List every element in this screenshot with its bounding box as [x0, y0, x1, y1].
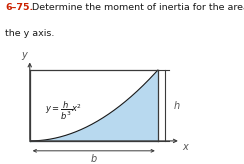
Text: Determine the moment of inertia for the area about: Determine the moment of inertia for the … — [32, 3, 244, 12]
Text: h: h — [174, 101, 180, 111]
Text: $y = \dfrac{h}{b^3}x^2$: $y = \dfrac{h}{b^3}x^2$ — [45, 100, 82, 122]
Text: the y axis.: the y axis. — [5, 29, 54, 38]
Text: 6–75.: 6–75. — [5, 3, 33, 12]
Text: x: x — [182, 142, 188, 152]
Text: b: b — [91, 154, 97, 164]
Text: y: y — [21, 50, 27, 60]
